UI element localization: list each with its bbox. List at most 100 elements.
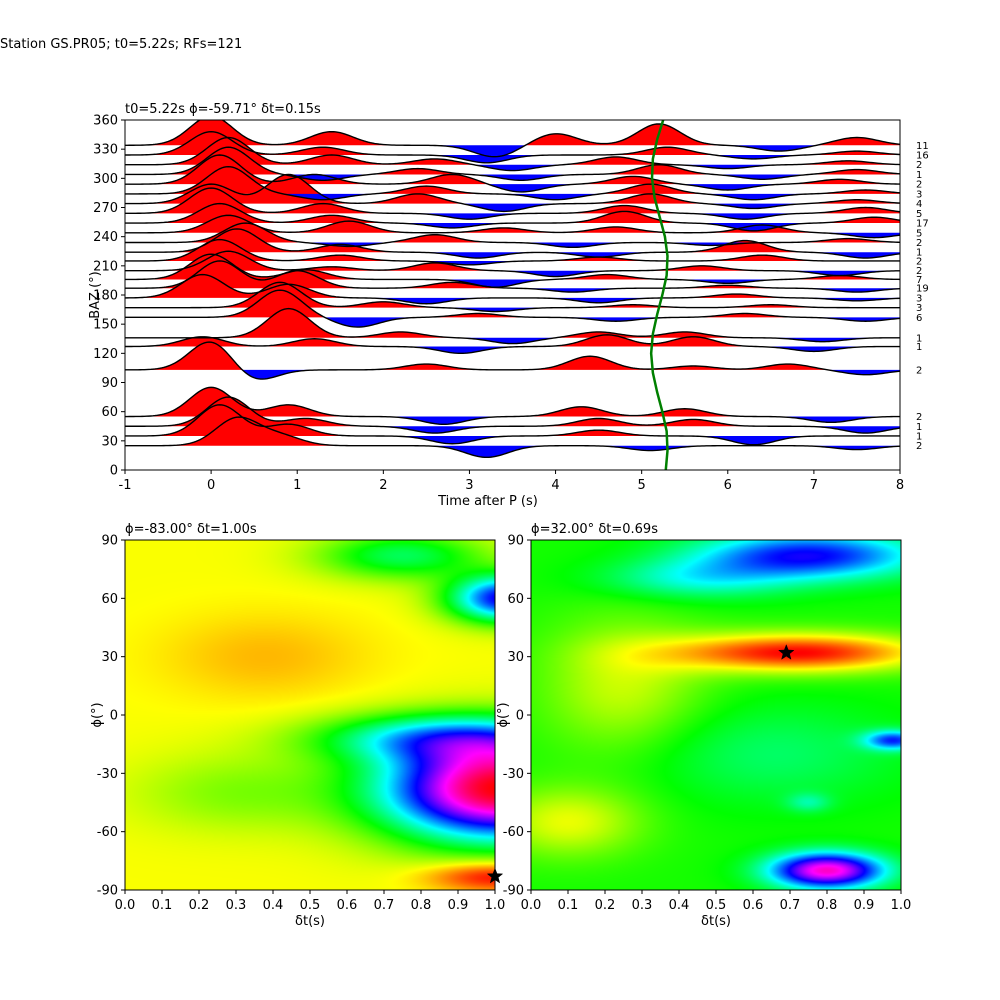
x-tick-label: 2	[379, 478, 387, 493]
grid-left-best-marker	[486, 867, 504, 884]
x-tick-label: 0.6	[743, 898, 764, 913]
trace-count-label: 3	[916, 303, 922, 314]
x-tick-label: 0.3	[226, 898, 247, 913]
rf-trace-negative-fill	[125, 174, 900, 181]
figure-title: Station GS.PR05; t0=5.22s; RFs=121	[0, 37, 243, 52]
rf-trace-line	[125, 253, 900, 288]
rf-trace-line	[125, 307, 900, 345]
rf-trace-line	[125, 202, 900, 232]
trace-count-label: 17	[916, 219, 929, 230]
y-tick-label: 150	[93, 318, 118, 333]
rf-trace-negative-fill	[125, 145, 900, 157]
rf-trace-negative-fill	[125, 435, 900, 445]
rf-traces-xlabel: Time after P (s)	[437, 494, 538, 509]
trace-count-label: 7	[916, 275, 922, 286]
rf-traces-y-axis: 0 30 60 90 120 150 180 210 240 270 300 330 360	[93, 114, 125, 479]
rf-trace-positive-fill	[125, 308, 900, 338]
trace-count-label: 2	[916, 412, 922, 423]
y-tick-label: 360	[93, 114, 118, 129]
grid-left-xlabel: δt(s)	[295, 914, 325, 929]
trace-count-label: 2	[916, 441, 922, 452]
y-tick-label: 120	[93, 347, 118, 362]
trace-count-label: 5	[916, 228, 922, 239]
y-tick-label: 60	[507, 592, 524, 607]
grid-left-ylabel: ϕ(°)	[90, 702, 105, 727]
rf-traces-title: t0=5.22s ϕ=-59.71° δt=0.15s	[125, 102, 321, 117]
x-tick-label: 0.7	[780, 898, 801, 913]
rf-trace-positive-fill	[125, 254, 900, 280]
y-tick-label: 270	[93, 201, 118, 216]
grid-right-ylabel: ϕ(°)	[496, 702, 511, 727]
rf-traces-x-axis: -1 0 1 2 3 4 5 6 7 8	[119, 470, 904, 493]
x-tick-label: 0.8	[411, 898, 432, 913]
rf-trace-line	[125, 404, 900, 446]
rf-trace-negative-fill	[125, 337, 900, 344]
y-tick-label: 210	[93, 259, 118, 274]
rf-trace-negative-fill	[125, 155, 900, 163]
x-tick-label: 1	[293, 478, 301, 493]
x-tick-label: 0.1	[558, 898, 579, 913]
rf-traces-panel: -1 0 1 2 3 4 5 6 7 8 0306090120150180210240270300…	[88, 102, 929, 509]
trace-count-label: 2	[916, 365, 922, 376]
x-tick-label: 5	[638, 478, 646, 493]
grid-left-title: ϕ=-83.00° δt=1.00s	[125, 522, 257, 537]
rf-trace-positive-fill	[125, 397, 900, 427]
rf-trace-negative-fill	[125, 164, 900, 171]
x-tick-label: 0.1	[152, 898, 173, 913]
rf-trace-positive-fill	[125, 131, 900, 155]
x-tick-label: 4	[551, 478, 559, 493]
rf-trace-line	[125, 281, 900, 313]
moveout-curve	[649, 120, 669, 470]
trace-count-label: 2	[916, 266, 922, 277]
rf-trace-line	[125, 289, 900, 328]
trace-count-label: 2	[916, 256, 922, 267]
trace-count-label: 2	[916, 160, 922, 171]
x-tick-label: 3	[465, 478, 473, 493]
grid-left-heatmap	[125, 540, 495, 890]
x-tick-label: -1	[119, 478, 132, 493]
rf-trace-positive-fill	[125, 120, 900, 146]
rf-traces-plot-area	[125, 120, 900, 470]
x-tick-label: 7	[810, 478, 818, 493]
rf-trace-line	[125, 396, 900, 434]
trace-count-label: 5	[916, 209, 922, 220]
trace-count-label: 2	[916, 238, 922, 249]
y-tick-label: 300	[93, 172, 118, 187]
rf-trace-negative-fill	[125, 193, 900, 200]
x-tick-label: 0.0	[115, 898, 136, 913]
rf-trace-negative-fill	[125, 307, 900, 312]
y-tick-label: 30	[101, 650, 118, 665]
trace-count-label: 16	[916, 151, 929, 162]
y-tick-label: 60	[101, 592, 118, 607]
rf-trace-line	[125, 260, 900, 293]
y-tick-label: 0	[516, 709, 524, 724]
y-tick-label: -90	[97, 884, 118, 899]
trace-count-label: 3	[916, 293, 922, 304]
rf-trace-negative-fill	[125, 213, 900, 220]
rf-trace-line	[125, 165, 900, 201]
rf-trace-negative-fill	[125, 445, 900, 458]
rf-trace-line	[125, 416, 900, 459]
x-tick-label: 0.4	[669, 898, 690, 913]
trace-count-label: 2	[916, 180, 922, 191]
y-tick-label: -60	[97, 825, 118, 840]
y-tick-label: -30	[503, 767, 524, 782]
rf-trace-positive-fill	[125, 334, 900, 347]
grid-right-heatmap	[531, 540, 901, 890]
y-tick-label: 30	[507, 650, 524, 665]
y-tick-label: -30	[97, 767, 118, 782]
grid-right-title: ϕ=32.00° δt=0.69s	[531, 522, 658, 537]
y-tick-label: 240	[93, 230, 118, 245]
x-tick-label: 0.0	[521, 898, 542, 913]
grid-right-x-axis: 0.0 0.1 0.2 0.3 0.4 0.5 0.6 0.7 0.8 0.9 1.0	[521, 890, 912, 913]
x-tick-label: 1.0	[891, 898, 912, 913]
rf-trace-positive-fill	[125, 147, 900, 175]
trace-count-label: 19	[916, 284, 929, 295]
x-tick-label: 0.2	[189, 898, 210, 913]
x-tick-label: 0.4	[263, 898, 284, 913]
x-tick-label: 0.3	[632, 898, 653, 913]
rf-trace-positive-fill	[125, 215, 900, 233]
x-tick-label: 0.9	[448, 898, 469, 913]
rf-trace-negative-fill	[125, 346, 900, 354]
